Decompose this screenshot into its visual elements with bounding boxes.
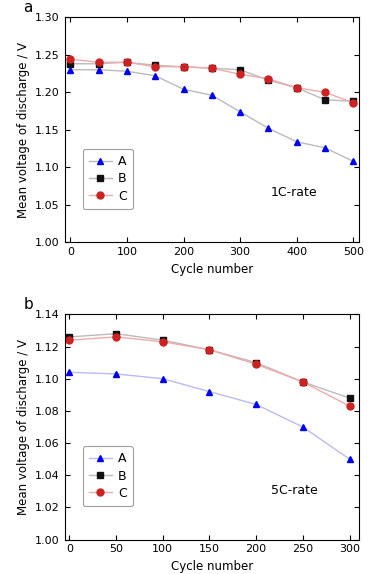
Y-axis label: Mean voltage of discharge / V: Mean voltage of discharge / V [17, 42, 30, 218]
Text: 1C-rate: 1C-rate [270, 187, 317, 199]
Text: b: b [24, 297, 33, 312]
X-axis label: Cycle number: Cycle number [171, 263, 253, 276]
Legend: A, B, C: A, B, C [83, 446, 133, 506]
X-axis label: Cycle number: Cycle number [171, 560, 253, 573]
Legend: A, B, C: A, B, C [83, 149, 133, 209]
Y-axis label: Mean voltage of discharge / V: Mean voltage of discharge / V [17, 339, 30, 515]
Text: 5C-rate: 5C-rate [270, 483, 317, 497]
Text: a: a [24, 0, 33, 15]
